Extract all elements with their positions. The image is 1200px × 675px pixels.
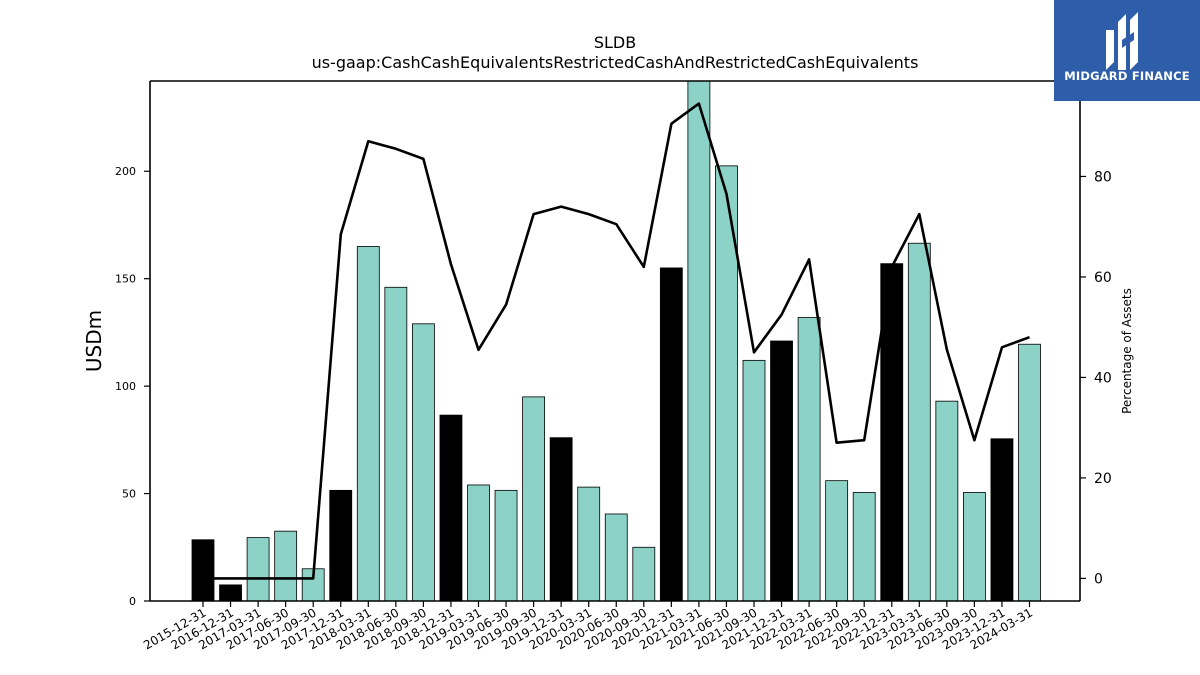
y-tick-label-0: 0 bbox=[129, 595, 136, 608]
bar-2017-06-30 bbox=[274, 530, 298, 602]
bar-2018-06-30 bbox=[384, 286, 408, 602]
bar-2023-09-30 bbox=[963, 492, 986, 602]
bar-2017-03-31 bbox=[246, 537, 270, 602]
bar-2016-12-31 bbox=[219, 584, 242, 602]
bar-2022-06-30 bbox=[825, 480, 849, 602]
bar-2017-12-31 bbox=[329, 489, 353, 602]
chart-subtitle: us-gaap:CashCashEquivalentsRestrictedCas… bbox=[311, 53, 919, 72]
bar-2020-12-31 bbox=[659, 267, 683, 602]
bar-2019-09-30 bbox=[522, 396, 545, 602]
bar-2022-03-31 bbox=[797, 316, 821, 602]
y2-tick-label-20: 20 bbox=[1094, 471, 1112, 487]
bar-2019-06-30 bbox=[494, 489, 518, 602]
bar-2022-09-30 bbox=[852, 492, 876, 602]
y2-tick-label-40: 40 bbox=[1094, 370, 1112, 386]
bar-2023-12-31 bbox=[990, 438, 1014, 602]
logo-text: MIDGARD FINANCE bbox=[1064, 69, 1190, 83]
bar-2020-03-31 bbox=[577, 486, 601, 602]
bar-2020-09-30 bbox=[632, 546, 656, 602]
bar-2024-03-31 bbox=[1018, 343, 1041, 602]
bar-2019-12-31 bbox=[549, 437, 573, 602]
y2-tick-label-80: 80 bbox=[1094, 169, 1112, 185]
y-tick-label-200: 200 bbox=[115, 165, 136, 178]
bar-2023-03-31 bbox=[907, 242, 931, 602]
bar-2018-12-31 bbox=[439, 414, 463, 602]
line-percentage-of-assets bbox=[203, 102, 1030, 580]
bar-2015-12-31 bbox=[191, 539, 215, 602]
bar-2021-12-31 bbox=[770, 340, 793, 602]
chart-title: SLDB bbox=[593, 33, 637, 52]
y2-tick-label-60: 60 bbox=[1094, 270, 1112, 286]
logo-mark-icon bbox=[1106, 12, 1138, 70]
bar-2021-03-31 bbox=[687, 80, 711, 602]
bar-2020-06-30 bbox=[604, 513, 628, 602]
bar-2019-03-31 bbox=[467, 484, 490, 602]
y-tick-label-150: 150 bbox=[115, 273, 136, 286]
y-tick-label-100: 100 bbox=[115, 380, 136, 393]
y2-tick-label-0: 0 bbox=[1094, 571, 1103, 587]
bar-2021-09-30 bbox=[742, 359, 766, 602]
midgard-finance-logo: MIDGARD FINANCE bbox=[1054, 0, 1200, 101]
y2-axis-label: Percentage of Assets bbox=[1120, 288, 1134, 414]
y-axis-label: USDm bbox=[82, 310, 106, 372]
bar-2023-06-30 bbox=[935, 400, 959, 602]
bar-2018-09-30 bbox=[411, 323, 435, 602]
y-tick-label-50: 50 bbox=[122, 488, 136, 501]
bar-2018-03-31 bbox=[356, 246, 380, 602]
